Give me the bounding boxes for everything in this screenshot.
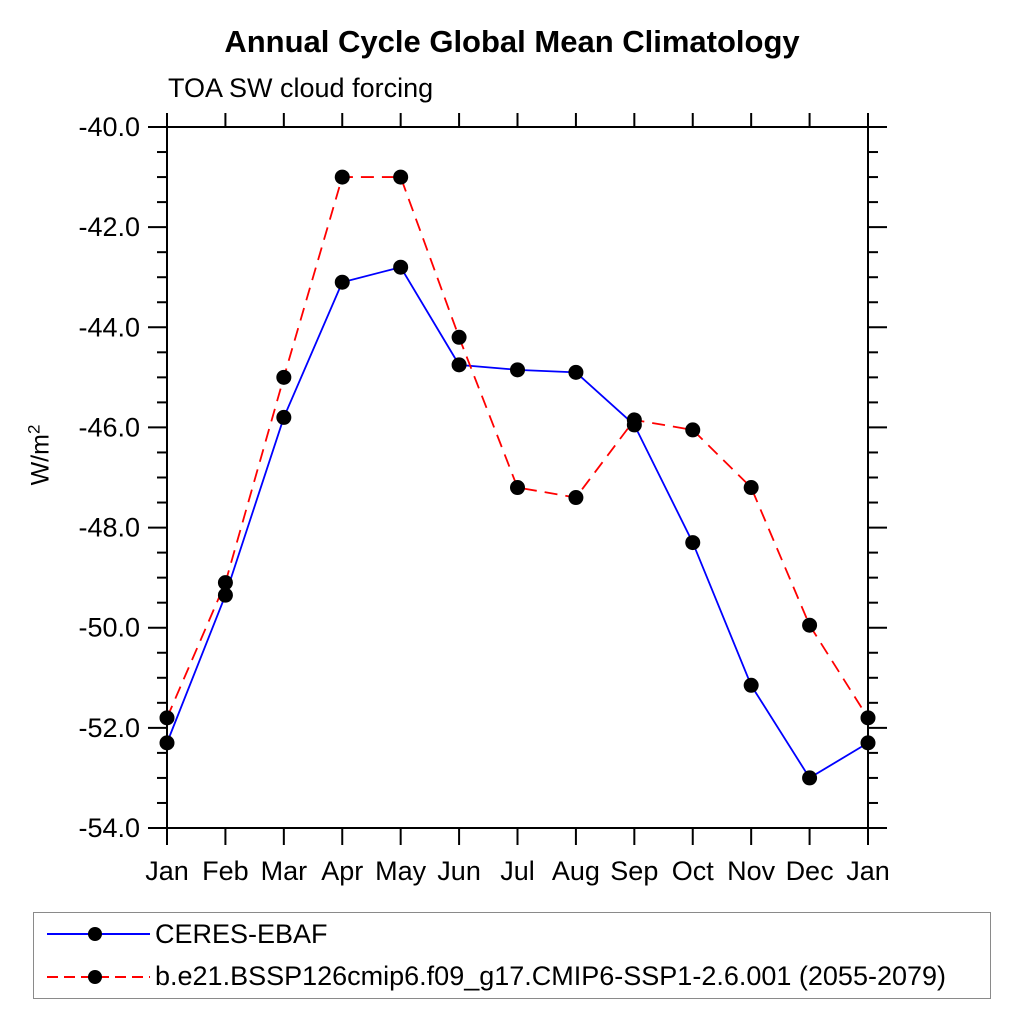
data-point-marker-0 <box>393 259 409 275</box>
legend: CERES-EBAF b.e21.BSSP126cmip6.f09_g17.CM… <box>33 912 991 999</box>
legend-entry-observation: CERES-EBAF <box>46 913 990 956</box>
data-point-marker-0 <box>743 677 759 693</box>
x-tick-label: Aug <box>552 856 600 886</box>
legend-line-sample-solid-icon <box>47 927 150 942</box>
data-point-marker-0 <box>451 357 467 373</box>
y-tick-label: -44.0 <box>78 312 140 342</box>
data-point-marker-1 <box>159 710 175 726</box>
y-tick-label: -54.0 <box>78 813 140 843</box>
data-point-marker-0 <box>685 535 701 551</box>
legend-entry-model: b.e21.BSSP126cmip6.f09_g17.CMIP6-SSP1-2.… <box>46 956 990 999</box>
x-tick-label: Feb <box>202 856 249 886</box>
data-point-marker-0 <box>276 409 292 425</box>
x-tick-label: Jun <box>437 856 481 886</box>
data-point-marker-0 <box>159 735 175 751</box>
plot-frame <box>166 126 869 829</box>
chart-subtitle: TOA SW cloud forcing <box>168 73 434 103</box>
chart-title: Annual Cycle Global Mean Climatology <box>224 24 800 59</box>
x-tick-label: Sep <box>610 856 658 886</box>
legend-label-observation: CERES-EBAF <box>155 918 328 949</box>
data-point-marker-1 <box>626 412 642 428</box>
data-point-marker-0 <box>860 735 876 751</box>
data-point-marker-0 <box>568 364 584 380</box>
data-point-marker-1 <box>451 329 467 345</box>
y-tick-label: -48.0 <box>78 513 140 543</box>
data-point-marker-1 <box>568 490 584 506</box>
x-tick-label: Mar <box>261 856 308 886</box>
data-point-marker-1 <box>802 617 818 633</box>
x-tick-label: Apr <box>321 856 363 886</box>
y-tick-label: -50.0 <box>78 613 140 643</box>
data-point-marker-1 <box>743 480 759 496</box>
legend-label-model: b.e21.BSSP126cmip6.f09_g17.CMIP6-SSP1-2.… <box>155 961 947 992</box>
y-tick-label: -46.0 <box>78 412 140 442</box>
y-tick-label: -42.0 <box>78 212 140 242</box>
series-line-0 <box>166 266 869 780</box>
x-tick-label: Jul <box>500 856 535 886</box>
data-point-marker-1 <box>393 169 409 185</box>
data-point-marker-0 <box>510 362 525 378</box>
y-tick-label: -40.0 <box>78 112 140 142</box>
x-tick-label: Nov <box>727 856 776 886</box>
x-tick-label: Dec <box>786 856 834 886</box>
data-point-marker-1 <box>334 169 350 185</box>
x-tick-label: Oct <box>672 856 715 886</box>
y-tick-label: -52.0 <box>78 713 140 743</box>
data-point-marker-0 <box>334 274 350 290</box>
data-point-marker-0 <box>217 587 233 603</box>
data-point-marker-0 <box>802 770 818 786</box>
x-tick-label: May <box>375 856 427 886</box>
data-point-marker-1 <box>217 575 233 591</box>
x-tick-label: Jan <box>145 856 189 886</box>
data-point-marker-1 <box>685 422 701 438</box>
data-point-marker-1 <box>860 710 876 726</box>
series-line-1 <box>166 176 869 719</box>
x-tick-label: Jan <box>846 856 890 886</box>
plot-area: -40.0 -42.0 -44.0 -46.0 -48.0 -50.0 -52.0 -54.0… <box>78 112 890 886</box>
legend-line-sample-dashed-icon <box>47 969 150 984</box>
data-point-marker-1 <box>510 480 525 496</box>
data-point-marker-1 <box>276 369 292 385</box>
